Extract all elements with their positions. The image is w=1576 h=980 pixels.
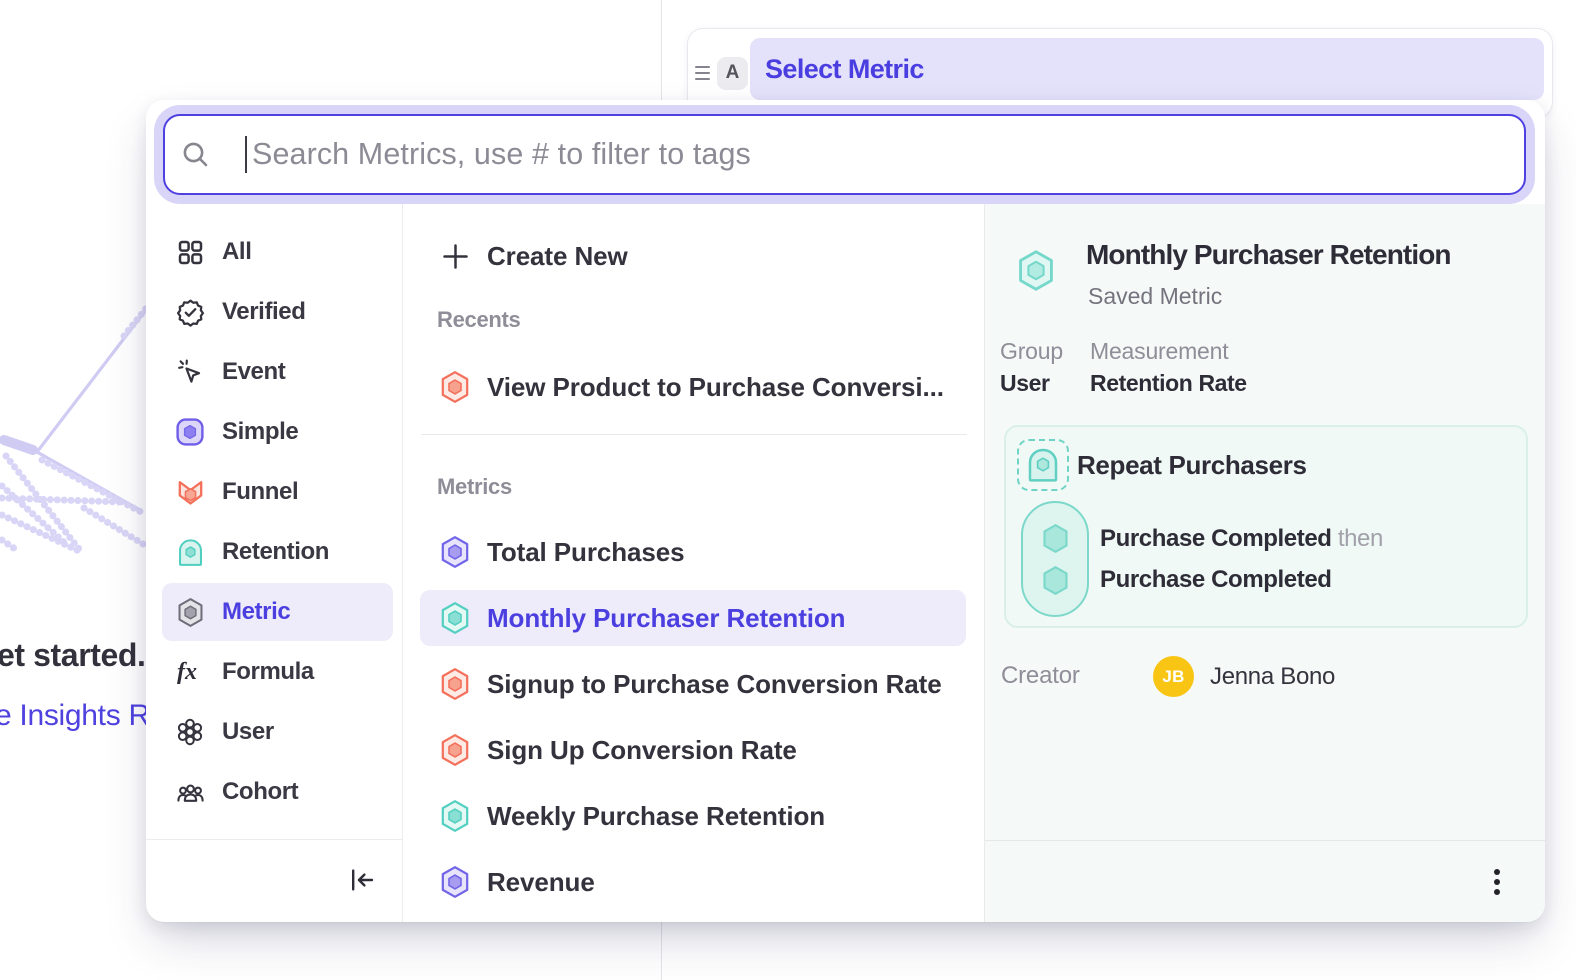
creator-avatar: JB <box>1153 656 1194 697</box>
metrics-header: Metrics <box>437 474 512 499</box>
group-value: User <box>1000 370 1050 396</box>
metric-list: Total Purchases Monthly Purchaser Retent… <box>420 524 966 920</box>
creator-label: Creator <box>1001 662 1080 689</box>
retention-icon <box>174 536 206 568</box>
verified-badge-icon <box>174 296 206 328</box>
text-caret <box>245 136 247 173</box>
detail-title: Monthly Purchaser Retention <box>1086 239 1452 270</box>
metric-item-signup-to-purchase-conversion-rate[interactable]: Signup to Purchase Conversion Rate <box>420 656 966 712</box>
metric-item-weekly-purchase-retention[interactable]: Weekly Purchase Retention <box>420 788 966 844</box>
metric-item-monthly-purchaser-retention[interactable]: Monthly Purchaser Retention <box>420 590 966 646</box>
plus-icon <box>439 240 471 272</box>
background-heading-fragment: et started. <box>0 637 146 673</box>
event-hexagon-icon <box>1042 565 1069 596</box>
metric-hexagon-icon <box>439 866 471 898</box>
detail-subtitle: Saved Metric <box>1088 283 1223 309</box>
sidebar-item-metric[interactable]: Metric <box>162 583 393 641</box>
group-label: Group <box>1000 338 1063 364</box>
event-cursor-icon <box>174 356 206 388</box>
svg-text:fx: fx <box>177 659 197 685</box>
user-icon <box>174 716 206 748</box>
metric-item-revenue[interactable]: Revenue <box>420 854 966 910</box>
measurement-label: Measurement <box>1090 338 1229 364</box>
metric-item-sign-up-conversion-rate[interactable]: Sign Up Conversion Rate <box>420 722 966 778</box>
sidebar-item-cohort[interactable]: Cohort <box>162 763 393 821</box>
event-hexagon-icon <box>1042 523 1069 554</box>
definition-name: Repeat Purchasers <box>1077 450 1307 480</box>
background-illustration <box>0 301 154 555</box>
recent-item[interactable]: View Product to Purchase Conversi... <box>420 359 966 415</box>
grid-icon <box>174 236 206 268</box>
background-link-fragment[interactable]: e Insights Re <box>0 699 167 732</box>
definition-step-2: Purchase Completed <box>1100 566 1332 593</box>
query-row-badge: A <box>717 56 748 90</box>
search-box <box>163 114 1526 195</box>
metric-hexagon-icon <box>439 371 471 403</box>
create-new-button[interactable]: Create New <box>420 228 966 284</box>
kebab-icon <box>1494 869 1500 895</box>
drag-handle-icon[interactable] <box>695 66 710 80</box>
sidebar-footer-divider <box>146 839 403 840</box>
collapse-icon <box>352 869 374 891</box>
metric-hexagon-icon <box>439 800 471 832</box>
search-icon <box>183 142 208 167</box>
picker-body: All Verified <box>146 204 1545 922</box>
metric-hexagon-icon <box>439 536 471 568</box>
metric-hexagon-icon <box>174 596 206 628</box>
creator-name: Jenna Bono <box>1210 663 1336 690</box>
collapse-sidebar-button[interactable] <box>346 864 378 896</box>
metric-list-column: Create New Recents View Product to Purch… <box>403 204 983 922</box>
recents-header: Recents <box>437 307 521 332</box>
event-sequence-pill <box>1021 501 1089 617</box>
select-metric-label: Select Metric <box>765 53 924 84</box>
metric-item-total-purchases[interactable]: Total Purchases <box>420 524 966 580</box>
metric-hexagon-icon <box>439 668 471 700</box>
more-options-button[interactable] <box>1481 866 1513 898</box>
measurement-value: Retention Rate <box>1090 370 1247 396</box>
sidebar-item-verified[interactable]: Verified <box>162 283 393 341</box>
search-focus-ring <box>154 105 1535 204</box>
detail-footer-divider <box>985 840 1545 841</box>
sidebar-item-formula[interactable]: fx Formula <box>162 643 393 701</box>
definition-step-1: Purchase Completed then <box>1100 525 1383 552</box>
metric-hexagon-icon <box>439 734 471 766</box>
sidebar-item-simple[interactable]: Simple <box>162 403 393 461</box>
metric-picker-modal: All Verified <box>146 100 1545 922</box>
saved-metric-icon <box>1017 249 1055 297</box>
simple-icon <box>174 416 206 448</box>
sidebar-item-user[interactable]: User <box>162 703 393 761</box>
select-metric-chip[interactable]: Select Metric <box>750 38 1544 100</box>
funnel-icon <box>174 476 206 508</box>
retention-definition-icon <box>1017 439 1069 491</box>
metric-definition-card: Repeat Purchasers Purchase Completed the… <box>1004 425 1528 628</box>
sidebar-item-event[interactable]: Event <box>162 343 393 401</box>
metric-detail-panel: Monthly Purchaser Retention Saved Metric… <box>984 204 1545 922</box>
category-sidebar: All Verified <box>146 204 403 922</box>
sidebar-item-funnel[interactable]: Funnel <box>162 463 393 521</box>
cohort-icon <box>174 776 206 808</box>
sidebar-item-all[interactable]: All <box>162 223 393 281</box>
formula-icon: fx <box>174 656 206 688</box>
list-section-divider <box>421 434 967 435</box>
metric-hexagon-icon <box>439 602 471 634</box>
search-input[interactable] <box>252 124 1524 185</box>
sidebar-item-retention[interactable]: Retention <box>162 523 393 581</box>
